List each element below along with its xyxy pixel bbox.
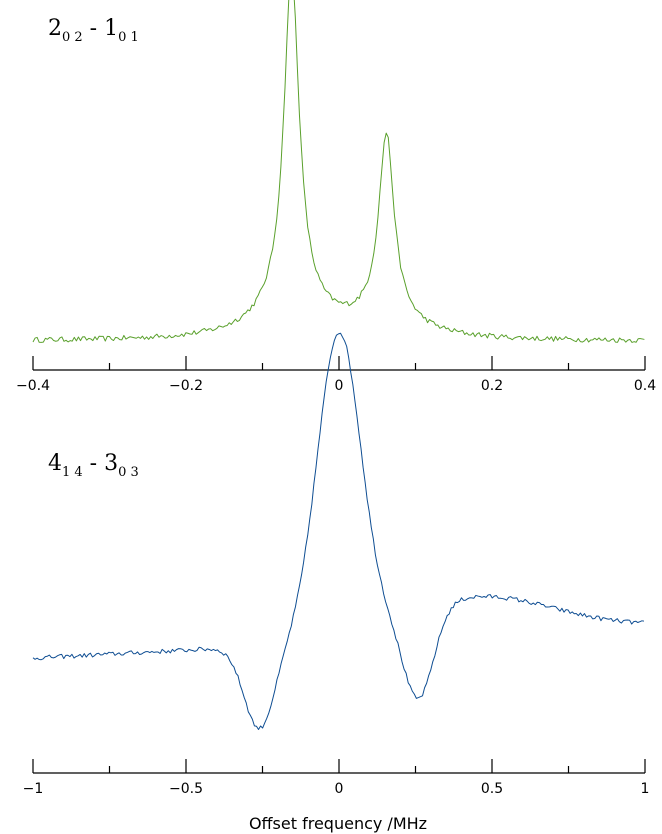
x-tick-label: −1 [23, 781, 44, 797]
panel-top-label: 20 2 - 10 1 [48, 16, 139, 45]
x-tick-label: 0 [335, 378, 344, 394]
panel-bottom: 41 4 - 30 3 −1 −0.5 0 0.5 1 Offset frequency… [23, 332, 650, 833]
x-tick-label: 0.4 [634, 378, 656, 394]
x-tick-label: −0.5 [169, 781, 203, 797]
spectrum-line-bottom [32, 332, 645, 730]
panel-bottom-label: 41 4 - 30 3 [48, 451, 139, 480]
panel-top: 20 2 - 10 1 −0.4 −0.2 0 0.2 0.4 [16, 0, 656, 394]
x-tick-label: −0.2 [169, 378, 203, 394]
x-tick-label: 0.5 [481, 781, 503, 797]
x-ticks-bottom: −1 −0.5 0 0.5 1 [23, 759, 650, 797]
x-axis-title: Offset frequency /MHz [249, 814, 427, 833]
spectrum-line-top [32, 0, 645, 343]
x-tick-label: 1 [641, 781, 650, 797]
x-ticks-top: −0.4 −0.2 0 0.2 0.4 [16, 356, 656, 394]
x-tick-label: −0.4 [16, 378, 50, 394]
x-tick-label: 0.2 [481, 378, 503, 394]
x-tick-label: 0 [335, 781, 344, 797]
